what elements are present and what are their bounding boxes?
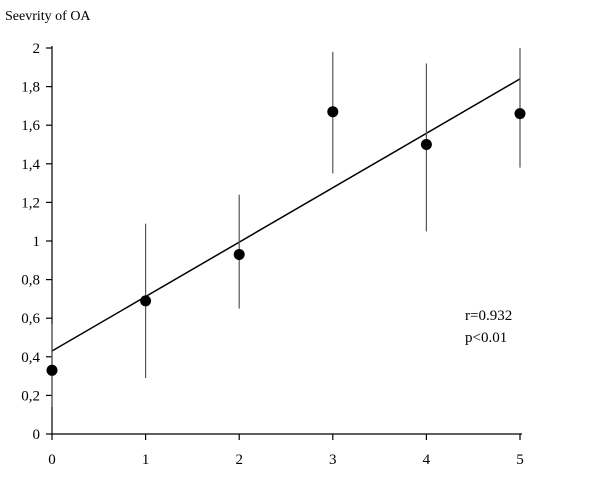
data-point — [233, 249, 245, 261]
y-tick-label: 2 — [33, 41, 41, 57]
data-point — [420, 139, 432, 150]
data-points — [46, 106, 526, 376]
x-tick-label: 5 — [516, 452, 524, 468]
y-tick-label: 0,6 — [21, 311, 40, 327]
annotation-r-value: r=0.932 — [465, 308, 512, 324]
y-tick-label: 0,8 — [21, 273, 40, 289]
x-tick-label: 3 — [329, 452, 337, 468]
axes: 0 0,2 0,4 0,6 0,8 1 1,2 1,4 1,6 1,8 2 0 1 2 3 4 5 — [21, 41, 524, 468]
data-point — [327, 106, 339, 118]
y-tick-label: 1 — [33, 234, 41, 250]
y-tick-label: 1,4 — [21, 157, 40, 173]
y-tick-label: 0 — [33, 427, 41, 443]
regression-line — [51, 78, 521, 352]
regression-line-layer — [51, 78, 521, 352]
y-tick-label: 1,2 — [21, 195, 40, 211]
y-axis-title: Seevrity of OA — [5, 9, 91, 24]
data-point — [140, 295, 152, 307]
x-tick-label: 1 — [142, 452, 150, 468]
annotation-p-value: p<0.01 — [465, 330, 507, 346]
y-tick-label: 0,4 — [21, 350, 40, 366]
x-tick-label: 2 — [235, 452, 243, 468]
x-tick-label: 4 — [423, 452, 431, 468]
data-point — [46, 364, 58, 376]
y-tick-label: 1,8 — [21, 80, 40, 96]
y-tick-label: 1,6 — [21, 118, 40, 134]
y-tick-label: 0,2 — [21, 388, 40, 404]
data-point — [514, 108, 526, 120]
x-tick-label: 0 — [48, 452, 56, 468]
error-bars — [51, 48, 521, 407]
